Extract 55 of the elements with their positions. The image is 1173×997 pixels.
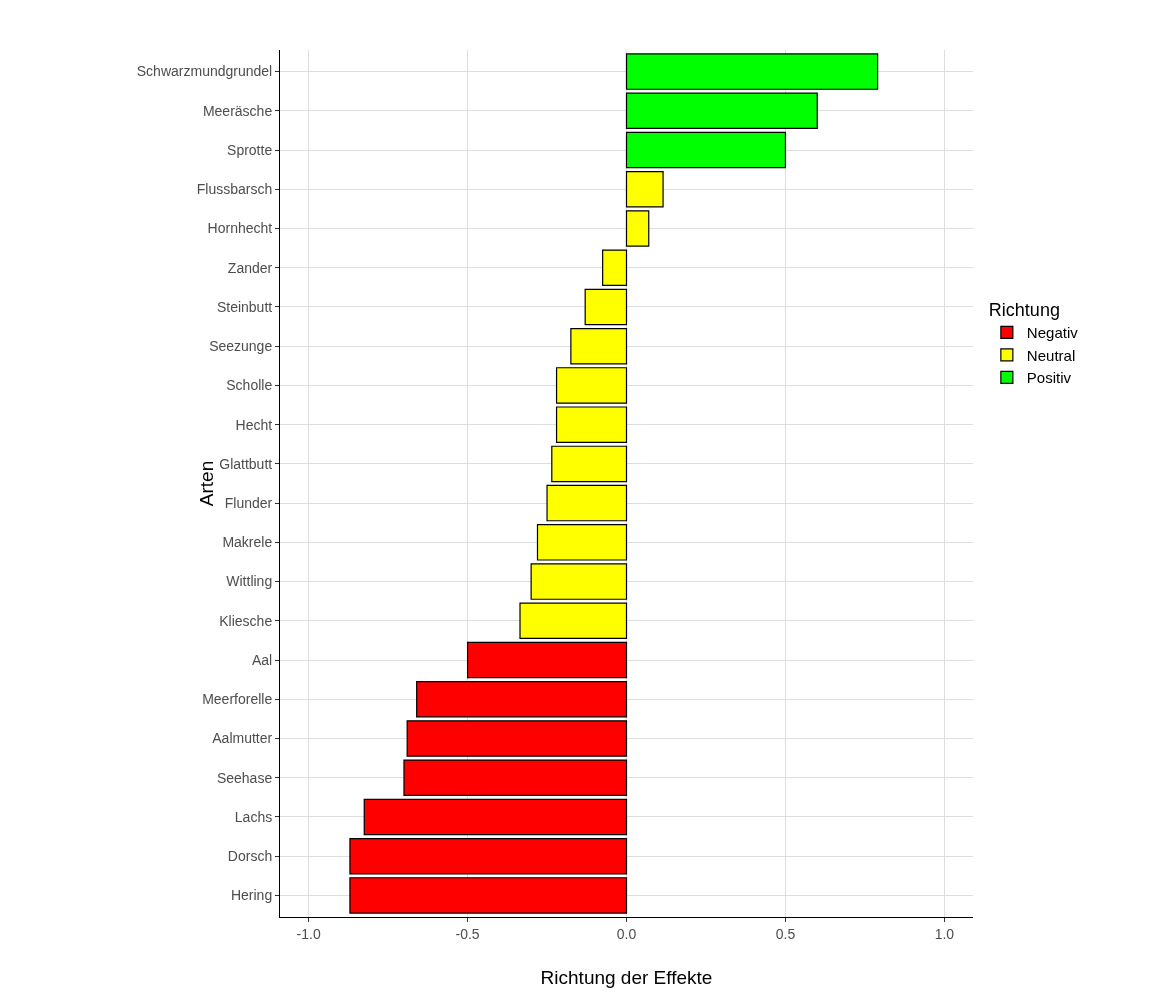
y-tick-label: Aalmutter <box>212 730 273 747</box>
y-tick-label: Steinbutt <box>216 298 273 315</box>
y-tick-label: Makrele <box>222 534 273 551</box>
bar <box>349 837 628 875</box>
x-tick-label: 0.0 <box>616 925 637 942</box>
legend-title: Richtung <box>988 300 1060 321</box>
legend-label: Neutral <box>1026 346 1076 364</box>
x-tick-label: 1.0 <box>934 925 955 942</box>
bar <box>406 720 628 757</box>
bar <box>555 367 628 404</box>
x-tick-label: -0.5 <box>455 925 480 942</box>
bar <box>363 798 628 836</box>
y-tick-label: Flunder <box>224 495 273 512</box>
y-tick-label: Flussbarsch <box>196 181 273 198</box>
y-tick-label: Meeräsche <box>202 102 273 119</box>
y-tick-label: Seehase <box>216 769 273 786</box>
y-tick-label: Schwarzmundgrundel <box>136 63 273 80</box>
bar <box>584 288 628 326</box>
bar <box>536 524 628 561</box>
legend-label: Negativ <box>1026 324 1079 342</box>
bar <box>625 53 879 90</box>
bar <box>546 484 628 522</box>
bar <box>349 877 628 914</box>
x-tick-label: -1.0 <box>296 925 321 942</box>
y-tick-label: Hecht <box>235 416 273 433</box>
bar <box>602 249 628 286</box>
legend-label: Positiv <box>1026 369 1072 387</box>
y-tick-label: Aal <box>251 651 273 668</box>
y-tick-label: Hering <box>230 887 273 904</box>
y-tick-label: Meerforelle <box>202 691 273 708</box>
bar <box>570 327 628 365</box>
y-tick-label: Kliesche <box>219 612 273 629</box>
bar <box>625 131 787 169</box>
y-tick-label: Dorsch <box>227 848 273 865</box>
bar <box>466 641 628 679</box>
bar <box>403 759 628 796</box>
y-tick-label: Hornhecht <box>207 220 273 237</box>
y-tick-label: Seezunge <box>209 338 273 355</box>
bar <box>416 681 628 718</box>
bar <box>625 210 650 247</box>
bar <box>530 563 628 600</box>
y-axis-title: Arten <box>196 460 218 507</box>
y-tick-label: Lachs <box>234 808 273 825</box>
bar <box>519 602 628 640</box>
bar <box>555 406 628 443</box>
y-tick-label: Wittling <box>226 573 273 590</box>
y-tick-label: Scholle <box>226 377 273 394</box>
x-tick-label: 0.5 <box>775 925 796 942</box>
bar <box>551 445 628 483</box>
y-tick-label: Sprotte <box>227 141 273 158</box>
y-tick-label: Glattbutt <box>219 455 273 472</box>
bar <box>625 171 664 208</box>
x-axis-title: Richtung der Effekte <box>540 967 713 988</box>
y-tick-label: Zander <box>227 259 273 276</box>
bar <box>625 92 818 130</box>
